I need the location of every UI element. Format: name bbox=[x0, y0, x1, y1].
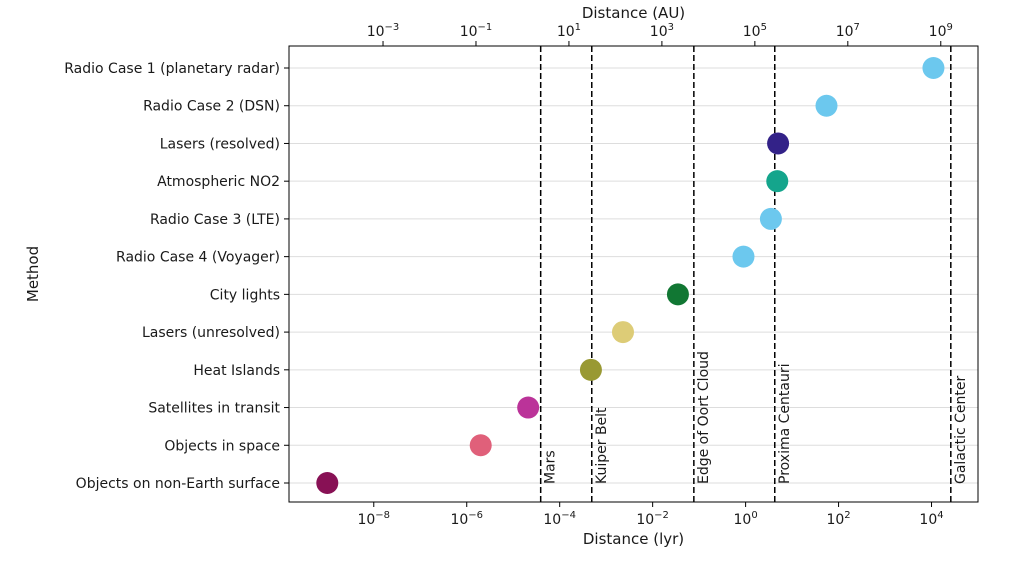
x-tick-label: 104 bbox=[919, 510, 943, 528]
data-points bbox=[316, 57, 945, 494]
x-axis-label: Distance (lyr) bbox=[583, 530, 684, 548]
x-tick-label: 10−6 bbox=[450, 510, 483, 528]
x-tick-label: 10−2 bbox=[636, 510, 669, 528]
data-point bbox=[922, 57, 945, 79]
category-label: Radio Case 1 (planetary radar) bbox=[64, 61, 280, 77]
reference-lines: Mars Kuiper Belt Edge of Oort Cloud Proxima… bbox=[539, 46, 969, 502]
category-label: Radio Case 4 (Voyager) bbox=[116, 250, 280, 266]
reference-line-label: Mars bbox=[543, 450, 559, 484]
category-label: Heat Islands bbox=[193, 363, 280, 379]
category-labels: Radio Case 1 (planetary radar) Radio Case… bbox=[64, 61, 280, 492]
data-point bbox=[611, 321, 634, 344]
category-label: Radio Case 2 (DSN) bbox=[143, 99, 280, 115]
category-label: Lasers (resolved) bbox=[160, 136, 280, 152]
reference-line-label: Edge of Oort Cloud bbox=[696, 351, 712, 484]
category-label: City lights bbox=[210, 287, 280, 303]
reference-line-label: Proxima Centauri bbox=[777, 364, 793, 484]
data-point bbox=[767, 132, 790, 155]
grid-layer bbox=[289, 67, 978, 484]
x-tick-label: 10−4 bbox=[543, 510, 576, 528]
reference-line-label: Kuiper Belt bbox=[594, 407, 610, 484]
category-label: Lasers (unresolved) bbox=[142, 325, 280, 341]
data-point bbox=[579, 358, 602, 381]
data-point bbox=[759, 207, 782, 230]
y-axis-label: Method bbox=[24, 246, 42, 302]
top-tick-label: 10−1 bbox=[460, 22, 493, 40]
data-point bbox=[732, 245, 755, 268]
top-tick-label: 107 bbox=[836, 22, 860, 40]
category-label: Atmospheric NO2 bbox=[157, 174, 280, 190]
top-tick-label: 109 bbox=[929, 22, 953, 40]
data-point bbox=[316, 472, 339, 494]
ticks: 10−8 10−6 10−4 10−2 100 102 104 10−3 10−1 101 103 1… bbox=[284, 22, 953, 528]
category-label: Objects on non-Earth surface bbox=[76, 476, 280, 492]
top-tick-label: 103 bbox=[650, 22, 674, 40]
x-tick-label: 100 bbox=[734, 510, 758, 528]
top-tick-label: 101 bbox=[557, 22, 581, 40]
category-label: Satellites in transit bbox=[148, 401, 280, 417]
top-tick-label: 10−3 bbox=[367, 22, 400, 40]
reference-line-label: Galactic Center bbox=[953, 376, 969, 484]
data-point bbox=[666, 283, 689, 306]
category-label: Radio Case 3 (LTE) bbox=[150, 212, 280, 228]
top-axis-label: Distance (AU) bbox=[582, 4, 685, 22]
data-point bbox=[469, 434, 492, 457]
data-point bbox=[766, 170, 789, 193]
data-point bbox=[517, 396, 540, 419]
category-label: Objects in space bbox=[164, 438, 280, 454]
top-tick-label: 105 bbox=[743, 22, 767, 40]
plot-frame bbox=[288, 45, 979, 503]
x-tick-label: 10−8 bbox=[357, 510, 390, 528]
data-point bbox=[815, 94, 838, 117]
x-tick-label: 102 bbox=[826, 510, 850, 528]
